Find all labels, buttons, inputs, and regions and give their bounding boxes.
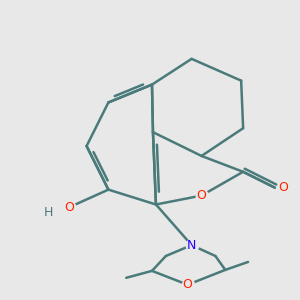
- Text: O: O: [183, 278, 193, 291]
- Text: O: O: [278, 181, 288, 194]
- Text: N: N: [187, 238, 196, 252]
- Text: O: O: [196, 189, 206, 202]
- Text: H: H: [43, 206, 52, 219]
- Text: O: O: [64, 201, 74, 214]
